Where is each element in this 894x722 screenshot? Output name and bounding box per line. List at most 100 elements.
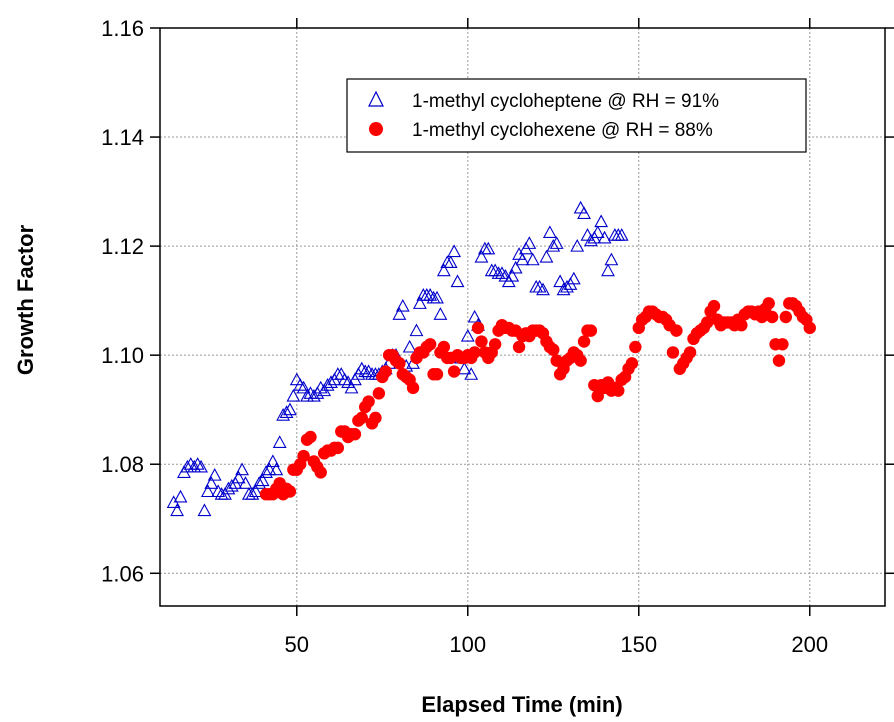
triangle-point (542, 225, 557, 239)
circle-point (512, 340, 526, 354)
triangle-point (259, 465, 273, 478)
triangle-point (433, 307, 448, 320)
triangle-point (460, 328, 475, 342)
triangle-point (306, 388, 321, 402)
triangle-point (464, 367, 479, 380)
triangle-point (583, 233, 598, 247)
triangle-point (409, 323, 424, 337)
circle-point (372, 387, 386, 400)
circle-point (471, 321, 485, 335)
circle-point (430, 368, 444, 381)
circle-point (447, 365, 461, 378)
triangle-point (231, 470, 246, 484)
circle-point (772, 354, 786, 367)
triangle-point (207, 467, 222, 481)
circle-point (591, 389, 604, 403)
y-tick-label: 1.16 (101, 16, 144, 41)
circle-point (625, 357, 639, 370)
legend-label-cycloheptene: 1-methyl cycloheptene @ RH = 91% (412, 91, 719, 112)
circle-point (547, 343, 560, 356)
triangle-point (604, 252, 619, 266)
triangle-point (200, 484, 215, 498)
triangle-point (313, 380, 328, 394)
circle-point (348, 428, 362, 441)
triangle-point (197, 503, 212, 517)
triangle-point (443, 255, 458, 269)
triangle-point (204, 476, 219, 489)
circle-point (362, 395, 375, 408)
circle-point (314, 466, 327, 479)
triangle-point (354, 361, 369, 375)
triangle-point (183, 457, 198, 470)
triangle-point (594, 214, 609, 228)
triangle-point (522, 236, 537, 249)
triangle-point (436, 263, 451, 277)
triangle-point (597, 230, 612, 244)
triangle-point (481, 241, 496, 255)
triangle-point (549, 236, 564, 249)
circle-point (393, 357, 406, 370)
circle-point (437, 340, 451, 354)
y-tick-label: 1.08 (101, 452, 144, 477)
triangle-point (392, 307, 407, 320)
triangle-point (324, 375, 338, 388)
triangle-point (361, 364, 376, 378)
triangle-point (173, 489, 188, 503)
triangle-point (272, 435, 287, 448)
triangle-point (265, 454, 280, 468)
triangle-point (235, 462, 250, 476)
legend: 1-methyl cycloheptene @ RH = 91% 1-methy… (346, 78, 807, 153)
triangle-point (286, 388, 301, 402)
circle-point (803, 321, 816, 335)
triangle-point (447, 244, 462, 258)
triangle-point (245, 487, 260, 500)
triangle-point (515, 252, 530, 266)
y-tick-label: 1.06 (101, 561, 144, 586)
circle-point (550, 354, 563, 367)
triangle-point (187, 459, 202, 473)
triangle-point (601, 263, 615, 277)
circle-point (735, 318, 748, 332)
circle-point (776, 338, 789, 351)
triangle-point (508, 260, 523, 274)
legend-box (346, 78, 807, 153)
triangle-point (293, 378, 308, 391)
data-series (166, 200, 816, 517)
circle-point (475, 335, 488, 348)
circle-point (468, 346, 481, 359)
triangle-point (300, 388, 314, 402)
triangle-point (467, 309, 482, 323)
triangle-point (303, 386, 318, 399)
triangle-point (224, 478, 239, 492)
circle-point (707, 299, 721, 313)
circle-point (406, 381, 420, 395)
triangle-point (252, 476, 267, 489)
triangle-point (255, 473, 270, 487)
triangle-point (614, 228, 629, 241)
circle-point (666, 346, 680, 359)
triangle-point (296, 380, 311, 394)
circle-point (629, 340, 642, 354)
circle-point (304, 430, 317, 444)
triangle-point (590, 225, 605, 239)
triangle-point (488, 263, 503, 277)
triangle-point (532, 279, 547, 293)
circle-point (700, 316, 714, 329)
y-tick-label: 1.10 (101, 343, 144, 368)
legend-circle-icon (369, 122, 383, 136)
x-axis-title: Elapsed Time (min) (421, 692, 622, 717)
circle-point (779, 310, 793, 324)
triangle-point (430, 290, 444, 304)
plot-frame (159, 27, 886, 607)
y-axis-title: Growth Factor (13, 224, 38, 375)
cyclohexene-series (259, 297, 816, 501)
circle-point (577, 335, 591, 348)
triangle-point (553, 274, 568, 288)
circle-point (423, 338, 437, 351)
circle-point (369, 411, 382, 425)
circle-point (574, 354, 587, 367)
circle-point (584, 324, 598, 337)
axis-ticks: 50 100 150 200 1.06 1.08 1.10 1.12 1.14 1.16 (101, 16, 894, 657)
triangle-point (279, 405, 294, 418)
circle-point (283, 485, 297, 498)
